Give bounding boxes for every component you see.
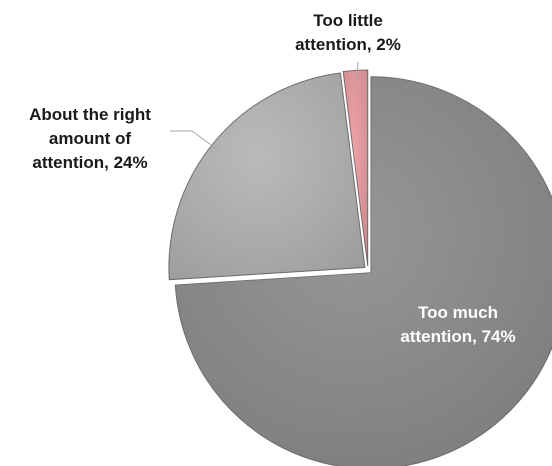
slice-label-line: Too much xyxy=(418,303,498,322)
leader-line xyxy=(170,130,219,151)
leader-line xyxy=(356,61,359,81)
pie-slice-2 xyxy=(168,72,366,281)
slice-data-label: Too little attention, 2% xyxy=(295,11,401,54)
slice-label-line: Too little xyxy=(313,11,383,30)
pie-slice-shading xyxy=(343,70,368,267)
slice-label-line: About the right xyxy=(29,105,151,124)
slice-label-line: attention, 24% xyxy=(32,153,147,172)
slice-label-line: attention, 2% xyxy=(295,35,401,54)
slice-label-line: attention, 74% xyxy=(400,327,515,346)
pie-slice-1 xyxy=(174,76,552,466)
pie-slice-shading xyxy=(168,72,365,280)
pie-slice-shading xyxy=(175,76,552,466)
slice-label-line: amount of xyxy=(49,129,131,148)
pie-slice-3 xyxy=(342,69,369,267)
slice-data-label: Too much attention, 74% xyxy=(400,303,515,346)
slice-data-label: About the right amount of attention, 24% xyxy=(29,105,151,172)
